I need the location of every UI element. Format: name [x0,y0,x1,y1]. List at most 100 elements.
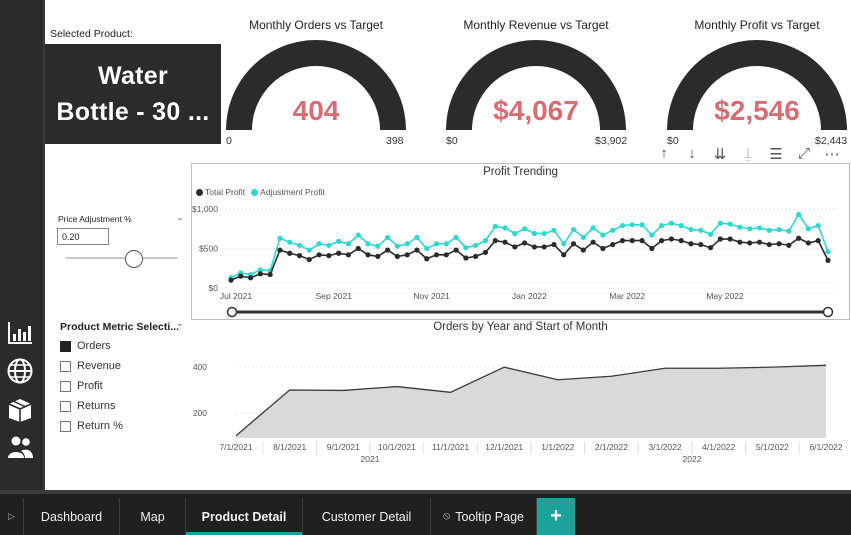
metric-option-returns[interactable]: Returns [60,396,123,416]
total-profit-point[interactable] [502,239,508,245]
total-profit-point[interactable] [649,245,655,252]
adjustment-profit-point[interactable] [384,234,391,241]
checkbox[interactable] [60,380,71,392]
total-profit-point[interactable] [384,247,391,253]
total-profit-point[interactable] [639,238,645,244]
total-profit-point[interactable] [336,250,342,256]
chevron-down-icon[interactable]: ⌄ [176,318,184,328]
total-profit-point[interactable] [747,240,753,246]
adjustment-profit-point[interactable] [707,231,714,237]
total-profit-point[interactable] [247,275,254,281]
total-profit-point[interactable] [796,235,802,241]
total-profit-point[interactable] [698,241,704,248]
adjustment-profit-point[interactable] [394,243,400,249]
box-icon[interactable] [4,394,36,424]
adjustment-profit-point[interactable] [424,245,430,252]
total-profit-point[interactable] [345,252,352,258]
total-profit-point[interactable] [756,239,763,245]
total-profit-point[interactable] [541,244,547,250]
adjustment-profit-point[interactable] [756,225,763,231]
total-profit-point[interactable] [453,247,459,253]
total-profit-point[interactable] [443,252,449,258]
total-profit-point[interactable] [306,256,312,263]
total-profit-point[interactable] [238,273,244,279]
total-profit-point[interactable] [678,238,684,244]
adjustment-profit-point[interactable] [531,230,537,237]
adjustment-profit-point[interactable] [639,222,645,228]
total-profit-point[interactable] [815,238,821,244]
adjustment-profit-point[interactable] [796,211,802,218]
adjustment-profit-point[interactable] [678,222,684,229]
adjustment-profit-point[interactable] [717,220,723,226]
checkbox[interactable] [60,420,71,432]
total-profit-point[interactable] [619,238,626,244]
adjustment-profit-point[interactable] [668,220,675,226]
adjustment-profit-point[interactable] [355,232,361,238]
tab-map[interactable]: Map [120,498,186,535]
adjustment-profit-point[interactable] [433,241,440,247]
total-profit-point[interactable] [570,241,577,247]
adjustment-profit-point[interactable] [296,242,303,248]
metric-option-orders[interactable]: Orders [60,336,123,356]
adjustment-profit-point[interactable] [502,225,508,231]
adjustment-profit-point[interactable] [492,223,498,229]
total-profit-point[interactable] [531,244,537,250]
tab-dashboard[interactable]: Dashboard [24,498,120,535]
adjustment-profit-point[interactable] [619,222,626,229]
total-profit-point[interactable] [825,257,831,263]
adjustment-profit-point[interactable] [375,243,381,249]
total-profit-point[interactable] [561,252,567,258]
adjustment-profit-point[interactable] [287,239,293,245]
adjustment-profit-point[interactable] [688,226,694,233]
adjustment-profit-point[interactable] [825,249,831,255]
adjustment-profit-point[interactable] [649,232,655,238]
tab-product-detail[interactable]: Product Detail [186,498,303,535]
tab-tooltip-page[interactable]: ⦸ Tooltip Page [431,498,537,535]
adjustment-profit-point[interactable] [629,222,635,228]
adjustment-profit-point[interactable] [316,241,322,247]
total-profit-point[interactable] [590,239,596,245]
total-profit-point[interactable] [277,247,283,253]
total-profit-point[interactable] [482,249,489,256]
checkbox[interactable] [60,360,71,372]
adjustment-profit-point[interactable] [257,267,263,273]
price-adjustment-slider-track[interactable] [66,257,178,259]
adjustment-profit-point[interactable] [336,238,342,244]
total-profit-point[interactable] [600,245,606,252]
globe-icon[interactable] [4,356,36,386]
total-profit-point[interactable] [522,240,528,246]
adjustment-profit-point[interactable] [776,226,782,233]
total-profit-point[interactable] [473,253,479,259]
total-profit-point[interactable] [707,245,714,251]
adjustment-profit-point[interactable] [482,238,489,244]
price-adjustment-input[interactable]: 0.20 [57,228,109,245]
adjustment-profit-point[interactable] [365,241,371,247]
revenue-gauge[interactable] [446,40,626,132]
total-profit-point[interactable] [296,253,303,259]
arrow-up-icon[interactable]: ↑ [660,145,668,162]
adjustment-profit-point[interactable] [326,242,332,248]
adjustment-profit-point[interactable] [414,234,420,241]
total-profit-point[interactable] [257,271,263,277]
adjustment-profit-point[interactable] [443,241,449,247]
total-profit-point[interactable] [766,241,772,248]
zoom-slider-start-handle[interactable] [226,306,238,318]
adjustment-profit-point[interactable] [610,227,616,233]
price-adjustment-slider-thumb[interactable] [125,250,143,268]
adjustment-profit-point[interactable] [727,221,733,227]
adjustment-profit-point[interactable] [463,245,469,251]
total-profit-point[interactable] [737,239,743,245]
arrow-down-icon[interactable]: ↓ [688,145,696,162]
total-profit-point[interactable] [512,244,518,250]
adjustment-profit-point[interactable] [551,227,557,233]
add-page-button[interactable]: + [537,498,575,535]
total-profit-point[interactable] [629,238,635,244]
expand-hierarchy-icon[interactable]: ⍊ [743,145,753,162]
total-profit-point[interactable] [375,253,381,259]
total-profit-point[interactable] [365,252,371,258]
zoom-slider-end-handle[interactable] [822,306,834,318]
adjustment-profit-point[interactable] [737,224,743,230]
filter-icon[interactable]: ☰ [769,146,783,163]
chevron-down-icon[interactable]: ⌄ [176,212,184,222]
total-profit-point[interactable] [287,250,293,256]
